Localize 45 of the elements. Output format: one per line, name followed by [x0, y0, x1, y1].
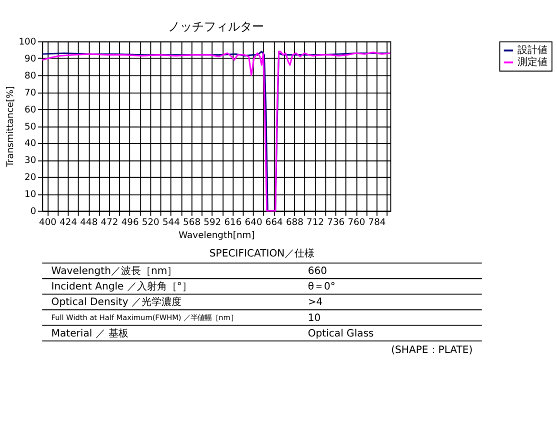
x-tick-label: 712 [306, 217, 324, 228]
x-tick-label: 544 [162, 217, 180, 228]
y-axis-title: Transmittance[%] [5, 86, 16, 168]
chart-title: ノッチフィルター [168, 19, 264, 34]
x-tick-label: 688 [286, 217, 304, 228]
text: θ＝0° [308, 282, 336, 293]
text: Material ／ 基板 [51, 327, 129, 340]
x-tick-label: 400 [39, 217, 57, 228]
y-tick-label: 20 [24, 172, 36, 184]
x-tick-label: 592 [204, 217, 222, 228]
text: Optical Glass [308, 328, 374, 340]
text: 660 [308, 266, 328, 278]
text: SPECIFICATION／仕様 [209, 248, 315, 260]
y-tick-label: 0 [30, 206, 36, 218]
text: >4 [308, 297, 323, 308]
x-tick-label: 664 [265, 217, 284, 228]
x-tick-label: 520 [142, 217, 160, 228]
text: (SHAPE：PLATE) [391, 344, 473, 356]
text: Optical Density ／光学濃度 [51, 296, 182, 308]
x-tick-label: 568 [183, 217, 201, 228]
x-tick-label: 496 [121, 217, 139, 228]
y-tick-label: 60 [24, 104, 36, 116]
x-tick-label: 736 [327, 217, 345, 228]
text: Wavelength／波長［nm］ [51, 265, 178, 278]
y-tick-label: 40 [24, 138, 36, 150]
legend-label: 設計値 [518, 44, 548, 56]
x-tick-label: 784 [368, 217, 386, 228]
x-tick-label: 472 [100, 217, 118, 228]
y-tick-label: 10 [24, 189, 36, 200]
y-tick-label: 90 [24, 53, 36, 64]
y-tick-label: 100 [18, 36, 36, 48]
text: 10 [308, 312, 321, 324]
x-tick-label: 616 [224, 217, 242, 228]
text: Full Width at Half Maximum(FWHM) ／半値幅［nm］ [51, 312, 238, 322]
text: Incident Angle ／入射角［°］ [51, 280, 192, 293]
x-tick-label: 448 [80, 217, 98, 228]
x-axis-title: Wavelength[nm] [178, 230, 255, 241]
legend-label: 測定値 [518, 56, 548, 68]
y-tick-label: 30 [24, 155, 36, 166]
x-tick-label: 640 [244, 217, 262, 228]
y-tick-label: 70 [24, 87, 36, 98]
y-tick-label: 50 [24, 121, 36, 132]
x-tick-label: 760 [348, 217, 366, 228]
x-tick-label: 424 [60, 217, 78, 228]
y-tick-label: 80 [24, 70, 36, 82]
